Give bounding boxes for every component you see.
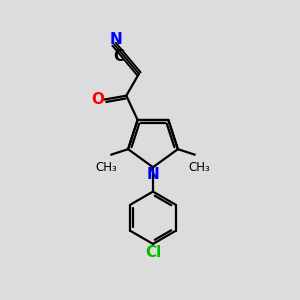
Text: CH₃: CH₃	[96, 161, 118, 174]
Text: C: C	[114, 49, 125, 64]
Text: CH₃: CH₃	[188, 161, 210, 174]
Text: Cl: Cl	[145, 245, 161, 260]
Text: N: N	[109, 32, 122, 47]
Text: O: O	[91, 92, 104, 107]
Text: N: N	[147, 167, 159, 182]
